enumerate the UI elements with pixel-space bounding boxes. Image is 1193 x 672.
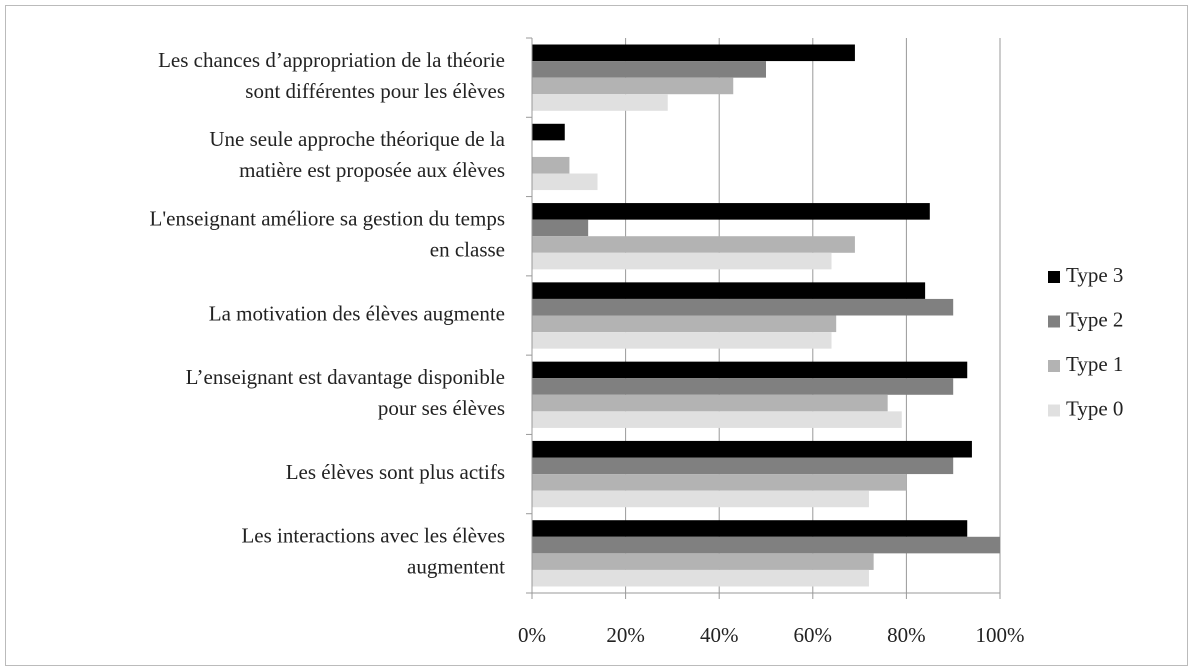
chart-frame: [5, 5, 1188, 666]
y-tick-label: augmentent: [407, 555, 505, 579]
legend-swatch: [1048, 271, 1060, 283]
bar: [532, 252, 832, 270]
legend-label: Type 2: [1066, 307, 1123, 331]
bar: [532, 77, 734, 95]
bar: [532, 440, 972, 458]
bar: [532, 536, 1000, 554]
bar: [532, 553, 874, 570]
y-tick-label: Les élèves sont plus actifs: [286, 460, 505, 484]
bar: [532, 44, 855, 62]
y-tick-label: Les chances d’appropriation de la théori…: [158, 48, 505, 72]
legend-label: Type 3: [1066, 263, 1123, 287]
y-tick-label: Une seule approche théorique de la: [209, 127, 505, 151]
bar: [532, 394, 888, 412]
bar: [532, 203, 930, 220]
bar: [532, 156, 570, 174]
y-tick-label: La motivation des élèves augmente: [209, 301, 505, 325]
bar: [532, 569, 869, 587]
y-tick-label: matière est proposée aux élèves: [239, 158, 505, 182]
y-tick-label: Les interactions avec les élèves: [241, 524, 505, 548]
bar: [532, 236, 855, 253]
y-tick-label: L'enseignant améliore sa gestion du temp…: [150, 207, 505, 231]
x-tick-label: 40%: [700, 623, 739, 647]
bar: [532, 520, 968, 537]
bar: [532, 61, 766, 78]
legend-label: Type 0: [1066, 396, 1123, 420]
bar: [532, 123, 565, 141]
legend-swatch: [1048, 315, 1060, 328]
x-tick-label: 80%: [887, 623, 926, 647]
y-tick-label: en classe: [430, 238, 505, 262]
bar: [532, 282, 926, 299]
y-tick-label: L’enseignant est davantage disponible: [186, 365, 505, 389]
bar: [532, 411, 902, 428]
x-tick-label: 60%: [794, 623, 833, 647]
bar: [532, 490, 869, 508]
bar: [532, 361, 968, 379]
legend-swatch: [1048, 404, 1060, 417]
legend-swatch: [1048, 360, 1060, 372]
bar: [532, 298, 954, 316]
x-tick-label: 100%: [976, 623, 1025, 647]
x-tick-label: 20%: [606, 623, 645, 647]
x-tick-label: 0%: [518, 623, 546, 647]
bar: [532, 332, 832, 349]
bar: [532, 378, 954, 395]
bar: [532, 315, 837, 333]
y-tick-label: pour ses élèves: [378, 396, 505, 420]
bar: [532, 173, 598, 191]
bar: [532, 474, 907, 491]
y-tick-label: sont différentes pour les élèves: [245, 79, 505, 103]
bar: [532, 219, 589, 237]
legend-label: Type 1: [1066, 352, 1123, 376]
bar: [532, 94, 668, 111]
bar: [532, 457, 954, 475]
